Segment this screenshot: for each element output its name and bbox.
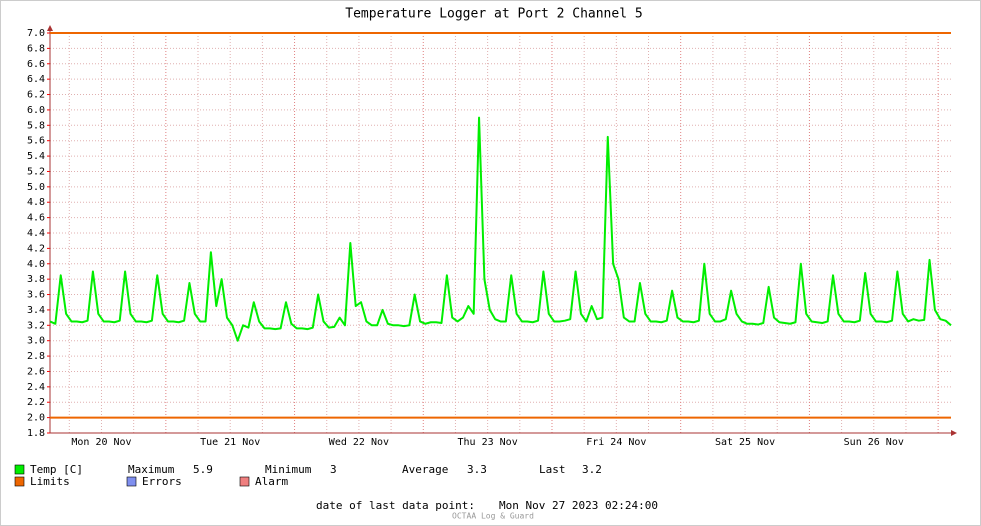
- stat-value: 3: [330, 463, 337, 476]
- y-tick-label: 2.8: [27, 351, 45, 362]
- y-tick-label: 4.0: [27, 259, 45, 270]
- chart-title: Temperature Logger at Port 2 Channel 5: [345, 7, 642, 22]
- y-tick-label: 5.8: [27, 120, 45, 131]
- y-tick-label: 5.6: [27, 136, 45, 147]
- x-tick-label: Wed 22 Nov: [329, 437, 389, 448]
- y-tick-label: 2.0: [27, 413, 45, 424]
- legend-swatch: [239, 476, 250, 487]
- y-tick-label: 6.2: [27, 90, 45, 101]
- y-axis-arrow: [47, 25, 53, 31]
- y-tick-label: 4.8: [27, 197, 45, 208]
- y-tick-label: 4.6: [27, 213, 45, 224]
- x-tick-label: Sun 26 Nov: [844, 437, 904, 448]
- y-tick-label: 4.2: [27, 243, 45, 254]
- y-tick-label: 6.4: [27, 74, 45, 85]
- x-tick-label: Fri 24 Nov: [586, 437, 646, 448]
- x-tick-label: Sat 25 Nov: [715, 437, 775, 448]
- legend-label: Errors: [142, 475, 182, 488]
- y-tick-label: 6.8: [27, 43, 45, 54]
- y-tick-label: 5.2: [27, 166, 45, 177]
- y-tick-label: 3.0: [27, 336, 45, 347]
- stat-label: Minimum: [265, 463, 312, 476]
- y-tick-label: 2.4: [27, 382, 45, 393]
- stat-label: Last: [539, 463, 566, 476]
- footer-value: Mon Nov 27 2023 02:24:00: [499, 499, 658, 512]
- y-tick-label: 7.0: [27, 28, 45, 39]
- y-tick-label: 5.4: [27, 151, 45, 162]
- y-tick-label: 3.2: [27, 320, 45, 331]
- legend-label: Limits: [30, 475, 70, 488]
- y-tick-label: 3.8: [27, 274, 45, 285]
- y-tick-label: 3.4: [27, 305, 45, 316]
- legend: Temp [C] Maximum 5.9 Minimum 3 Average 3.3 Last…: [14, 463, 602, 488]
- y-tick-label: 6.0: [27, 105, 45, 116]
- plot: [49, 32, 952, 419]
- x-tick-label: Tue 21 Nov: [200, 437, 260, 448]
- grid: 1.8 2.0 2.2 2.4 2.6 2.8 3.0 3.2 3.4 3.6 3.8 4.0 4.2 4…: [27, 25, 957, 448]
- stat-label: Average: [402, 463, 448, 476]
- legend-swatch: [126, 476, 137, 487]
- stat-value: 3.3: [467, 463, 487, 476]
- y-tick-label: 5.0: [27, 182, 45, 193]
- legend-swatch: [14, 476, 25, 487]
- footer-label: date of last data point:: [316, 499, 475, 512]
- watermark: OCTAA Log & Guard: [452, 512, 534, 521]
- y-tick-label: 2.6: [27, 366, 45, 377]
- x-tick-label: Mon 20 Nov: [71, 437, 131, 448]
- legend-swatch: [14, 464, 25, 475]
- stat-value: 3.2: [582, 463, 602, 476]
- series-line: [49, 116, 952, 342]
- legend-label: Alarm: [255, 475, 288, 488]
- y-tick-label: 1.8: [27, 428, 45, 439]
- x-axis-arrow: [951, 430, 957, 436]
- legend-label: Temp [C]: [30, 463, 83, 476]
- y-tick-label: 4.4: [27, 228, 45, 239]
- y-tick-label: 6.6: [27, 59, 45, 70]
- stat-label: Maximum: [128, 463, 175, 476]
- x-tick-label: Thu 23 Nov: [458, 437, 518, 448]
- y-tick-label: 3.6: [27, 290, 45, 301]
- y-tick-label: 2.2: [27, 397, 45, 408]
- stat-value: 5.9: [193, 463, 213, 476]
